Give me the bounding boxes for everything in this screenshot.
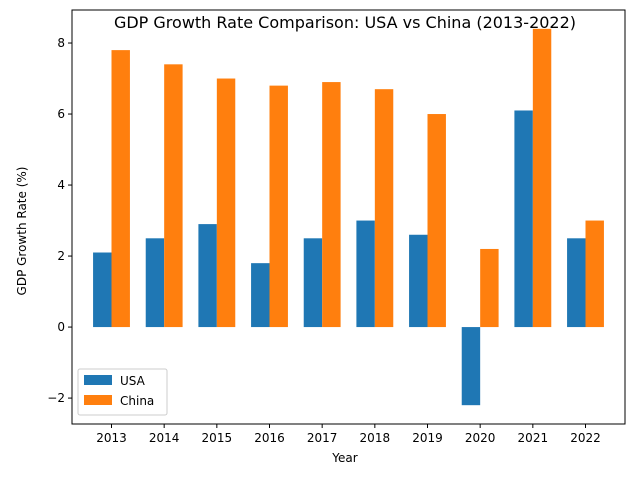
legend-label-usa: USA [120,374,146,388]
y-tick-label: 0 [57,320,65,334]
y-tick-label: 4 [57,178,65,192]
y-tick-label: 6 [57,107,65,121]
x-axis-label: Year [331,451,357,465]
plot-area-frame [71,9,626,425]
x-tick-label: 2021 [518,431,549,445]
x-tick-label: 2016 [254,431,285,445]
x-tick-label: 2018 [360,431,391,445]
axis-ticks: 2013 2014 2015 2016 2017 2018 2019 2020 2021 2022… [47,36,600,445]
x-tick-label: 2019 [412,431,443,445]
legend-swatch-usa [84,375,112,385]
y-axis-label: GDP Growth Rate (%) [15,167,29,296]
bar-china-2022 [585,220,604,328]
x-tick-label: 2022 [570,431,601,445]
x-tick-label: 2014 [149,431,180,445]
bar-usa-2016 [251,263,270,328]
legend: USA China [77,368,168,416]
bar-usa-2019 [409,234,428,328]
bar-china-2015 [216,78,236,328]
bar-usa-2020 [461,327,481,406]
bar-china-2020 [480,248,499,328]
bar-china-2016 [269,85,288,328]
y-tick-label: 2 [57,249,65,263]
bar-usa-2013 [93,252,112,328]
y-tick-label: 8 [57,36,65,50]
y-tick-label: −2 [47,391,65,405]
bar-china-2018 [374,89,394,328]
chart-title: GDP Growth Rate Comparison: USA vs China… [114,13,576,32]
bar-china-2019 [427,114,446,328]
bar-china-2017 [322,82,341,328]
bar-usa-2017 [303,238,323,328]
bars-group [93,28,604,406]
bar-usa-2018 [356,220,375,328]
legend-swatch-china [84,395,112,405]
bar-china-2021 [532,28,552,328]
x-tick-label: 2015 [202,431,233,445]
x-tick-label: 2017 [307,431,338,445]
x-tick-label: 2013 [96,431,127,445]
bar-china-2014 [164,64,183,328]
bar-usa-2014 [145,238,165,328]
bar-usa-2015 [198,224,217,328]
x-tick-label: 2020 [465,431,496,445]
legend-label-china: China [120,394,154,408]
bar-usa-2021 [514,110,533,328]
bar-china-2013 [111,50,130,328]
bar-usa-2022 [567,238,586,328]
